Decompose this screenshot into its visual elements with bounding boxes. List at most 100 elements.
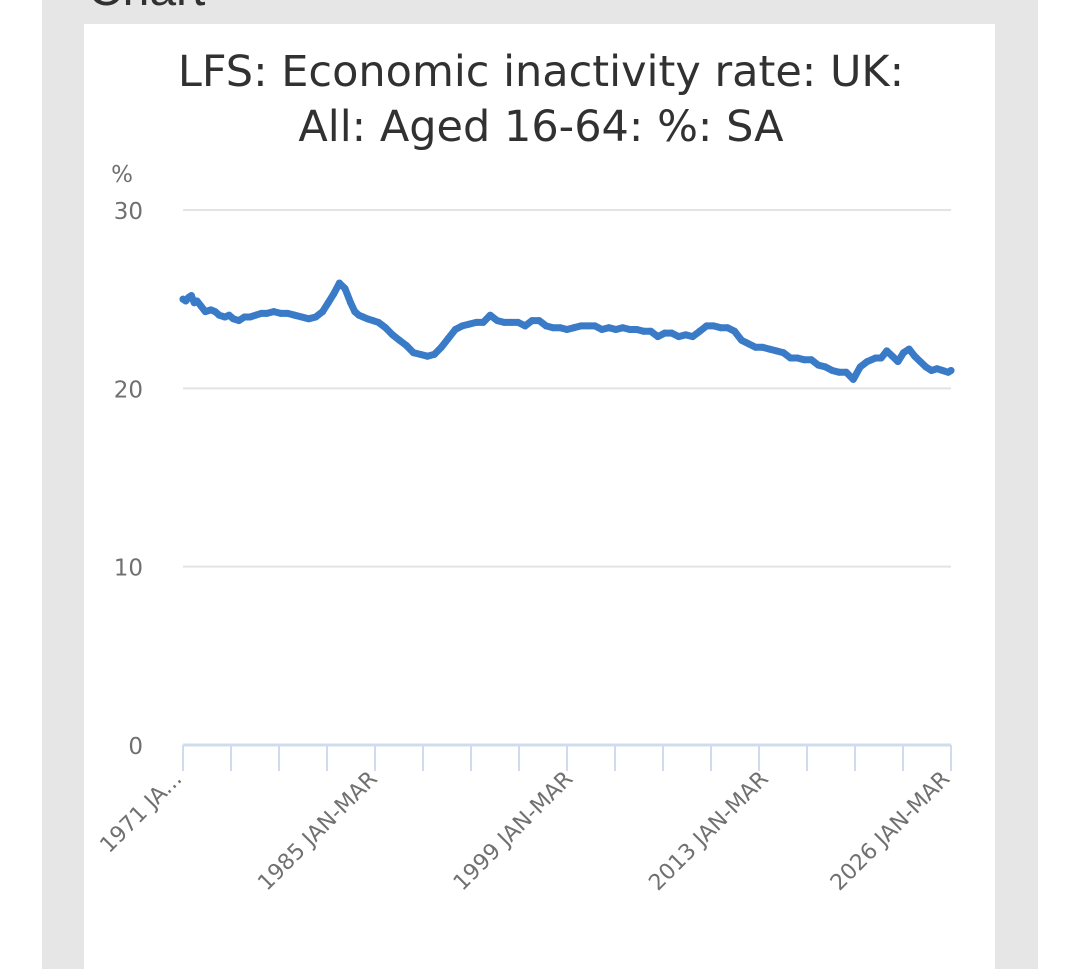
- data-point: [577, 322, 585, 330]
- data-point: [765, 345, 773, 353]
- data-point: [779, 349, 787, 357]
- data-point: [500, 318, 508, 326]
- chart-card: LFS: Economic inactivity rate: UK: All: …: [84, 24, 995, 969]
- data-point: [835, 368, 843, 376]
- data-point: [193, 297, 201, 305]
- data-point: [479, 318, 487, 326]
- data-point: [900, 349, 908, 357]
- y-tick-label-10: 10: [114, 556, 143, 582]
- data-point: [752, 343, 760, 351]
- y-axis-ticks: 0 10 20 30: [114, 199, 143, 760]
- x-tick-label-4: 2026 JAN-MAR: [826, 767, 955, 896]
- data-point: [395, 336, 403, 344]
- data-point: [423, 352, 431, 360]
- x-tick-label-0: 1971 JA...: [96, 767, 188, 859]
- data-point: [229, 315, 237, 323]
- data-point: [633, 325, 641, 333]
- data-point: [661, 329, 669, 337]
- data-point: [284, 309, 292, 317]
- data-point: [738, 336, 746, 344]
- chart-title-line-2: All: Aged 16-64: %: SA: [298, 102, 784, 152]
- data-point: [451, 325, 459, 333]
- data-point: [416, 350, 424, 358]
- data-point: [240, 313, 248, 321]
- data-point: [877, 354, 885, 362]
- data-point: [458, 322, 466, 330]
- data-point: [472, 318, 480, 326]
- data-point: [305, 315, 313, 323]
- data-point: [916, 358, 924, 366]
- data-point: [277, 309, 285, 317]
- data-point: [591, 322, 599, 330]
- data-point: [793, 354, 801, 362]
- data-point: [828, 367, 836, 374]
- data-point: [668, 329, 676, 337]
- data-point: [842, 368, 850, 376]
- data-point: [717, 324, 725, 332]
- line-chart: LFS: Economic inactivity rate: UK: All: …: [96, 47, 956, 896]
- data-point: [486, 311, 494, 319]
- data-point: [430, 350, 438, 358]
- x-axis: 1971 JA... 1985 JAN-MAR 1999 JAN-MAR 2013 J…: [96, 743, 955, 896]
- data-point: [675, 333, 683, 341]
- data-point: [800, 356, 808, 364]
- data-point: [619, 324, 627, 332]
- data-point: [745, 340, 753, 348]
- x-tick-label-1: 1985 JAN-MAR: [253, 767, 382, 896]
- data-point: [939, 367, 947, 374]
- data-point: [654, 333, 662, 341]
- data-point: [528, 317, 536, 325]
- data-point: [872, 354, 880, 362]
- data-point: [381, 324, 389, 332]
- y-tick-label-0: 0: [128, 734, 143, 760]
- x-tick-label-3: 2013 JAN-MAR: [644, 767, 773, 896]
- data-point: [883, 347, 891, 355]
- data-point: [252, 311, 260, 319]
- data-point: [584, 322, 592, 330]
- data-point: [257, 309, 265, 317]
- data-point: [703, 322, 711, 330]
- data-point: [605, 324, 613, 332]
- data-point: [710, 322, 718, 330]
- data-point: [731, 327, 739, 335]
- data-point: [291, 311, 299, 319]
- data-point: [696, 327, 704, 335]
- series-layer: [179, 279, 955, 383]
- data-point: [549, 324, 557, 332]
- data-point: [335, 279, 343, 287]
- data-point: [612, 325, 620, 333]
- data-point: [563, 325, 571, 333]
- data-point: [922, 363, 930, 371]
- gridlines: [183, 209, 951, 568]
- data-point: [507, 318, 515, 326]
- data-point: [347, 299, 355, 307]
- data-point: [363, 315, 371, 323]
- data-point: [263, 309, 271, 317]
- data-point: [201, 308, 209, 316]
- data-point: [465, 320, 473, 328]
- data-point: [682, 331, 690, 339]
- data-point: [437, 343, 445, 351]
- y-axis-unit-label: %: [111, 162, 133, 188]
- data-point: [535, 317, 543, 325]
- data-point: [312, 313, 320, 321]
- data-point: [514, 318, 522, 326]
- data-point: [409, 349, 417, 357]
- data-point: [927, 367, 935, 374]
- data-point: [807, 356, 815, 364]
- section-heading: Chart: [88, 0, 205, 14]
- data-point: [556, 324, 564, 332]
- data-point: [235, 317, 243, 325]
- data-point: [388, 331, 396, 339]
- data-point: [330, 290, 338, 298]
- data-point: [626, 325, 634, 333]
- data-point: [772, 347, 780, 355]
- chart-title-line-1: LFS: Economic inactivity rate: UK:: [178, 47, 904, 97]
- data-point: [888, 352, 896, 360]
- data-point: [724, 324, 732, 332]
- data-point: [894, 358, 902, 366]
- data-point: [374, 318, 382, 326]
- data-point: [542, 322, 550, 330]
- data-point: [821, 363, 829, 371]
- data-point: [786, 354, 794, 362]
